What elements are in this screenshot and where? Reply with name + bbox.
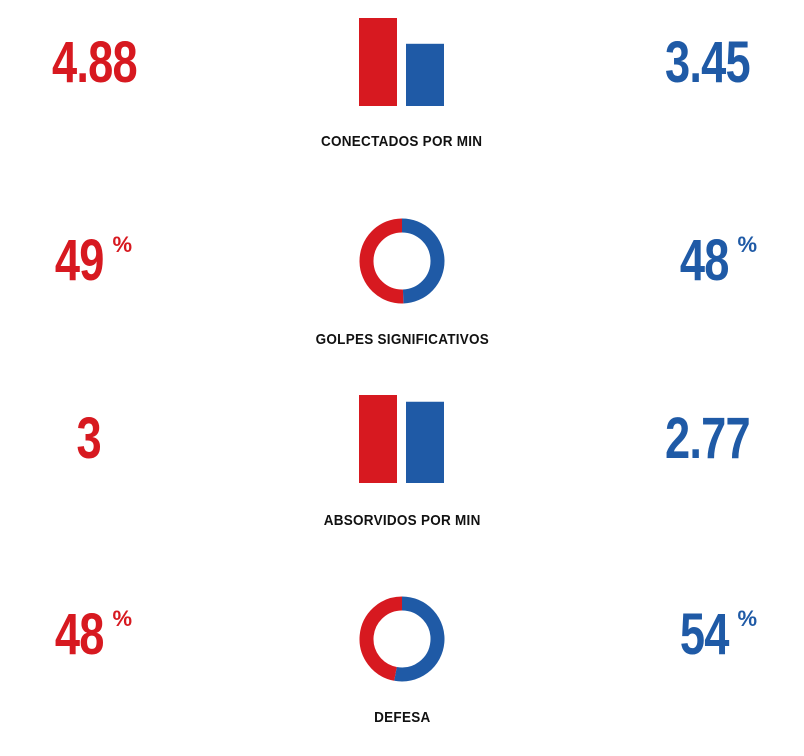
red-value-absorvidos: 3 — [76, 406, 102, 471]
blue-bar — [406, 43, 444, 106]
label-golpes: GOLPES SIGNIFICATIVOS — [315, 331, 489, 348]
label-absorvidos: ABSORVIDOS POR MIN — [323, 512, 481, 529]
blue-value-golpes: 48% — [679, 228, 757, 293]
red-bar — [359, 18, 397, 106]
blue-bar — [406, 401, 444, 483]
red-value-defesa: 48% — [54, 602, 132, 667]
label-defesa: DEFESA — [373, 709, 431, 726]
red-bar — [359, 395, 397, 483]
red-slice — [359, 218, 404, 304]
bar-chart-absorvidos — [359, 395, 444, 483]
red-value-conectados: 4.88 — [51, 30, 138, 95]
red-slice — [359, 596, 403, 681]
blue-slice — [394, 596, 445, 682]
blue-slice — [401, 218, 445, 304]
blue-value-absorvidos: 2.77 — [665, 406, 751, 471]
blue-value-conectados: 3.45 — [665, 30, 751, 95]
red-value-golpes: 49% — [54, 228, 132, 293]
donut-chart-defesa — [359, 596, 445, 682]
blue-value-defesa: 54% — [679, 602, 757, 667]
bar-chart-conectados — [359, 18, 444, 106]
donut-chart-golpes — [359, 218, 445, 304]
label-conectados: CONECTADOS POR MIN — [321, 133, 483, 150]
